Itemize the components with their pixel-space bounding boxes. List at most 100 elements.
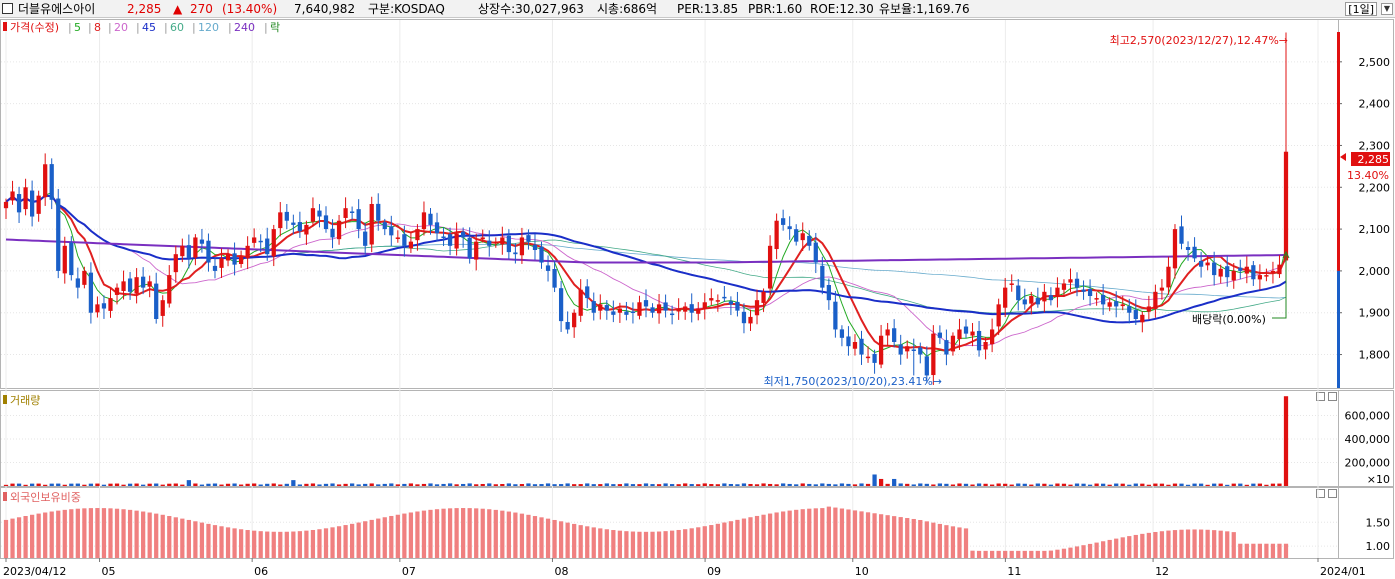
volume-bar bbox=[225, 483, 231, 486]
volume-bar bbox=[389, 483, 394, 486]
candle-body bbox=[43, 164, 48, 198]
foreign-bar bbox=[82, 508, 87, 558]
candle-body bbox=[526, 235, 531, 242]
candle-body bbox=[336, 220, 342, 240]
foreign-bar bbox=[539, 517, 544, 558]
legend-title: 가격(수정) bbox=[10, 21, 59, 34]
volume-bar bbox=[578, 484, 583, 486]
volume-bar bbox=[434, 484, 440, 486]
candle-body bbox=[761, 291, 766, 303]
volume-bar bbox=[983, 483, 988, 486]
candle-body bbox=[781, 218, 786, 225]
foreign-bar bbox=[572, 523, 577, 558]
candle-body bbox=[1140, 314, 1145, 323]
candle-body bbox=[532, 244, 538, 250]
candle-body bbox=[343, 208, 348, 218]
candle-body bbox=[69, 242, 74, 276]
candle-body bbox=[696, 308, 701, 314]
dividend-marker-line bbox=[1272, 254, 1287, 319]
foreign-bar bbox=[245, 530, 250, 558]
volume-bar bbox=[16, 483, 22, 486]
volume-bar bbox=[656, 484, 662, 486]
foreign-bar bbox=[794, 509, 799, 558]
foreign-bar bbox=[258, 531, 263, 558]
volume-bar bbox=[271, 483, 276, 486]
candle-body bbox=[1107, 302, 1112, 307]
date-label: 2023/04/12 bbox=[3, 565, 66, 578]
volume-bar bbox=[728, 484, 734, 486]
volume-bar bbox=[363, 483, 368, 486]
volume-bar bbox=[970, 484, 975, 486]
period-selector[interactable]: [1일] bbox=[1345, 2, 1377, 16]
foreign-bar bbox=[689, 528, 694, 558]
volume-bar bbox=[69, 483, 74, 486]
legend-separator: | bbox=[136, 21, 140, 34]
foreign-bar bbox=[741, 518, 747, 558]
foreign-bar bbox=[154, 513, 159, 558]
volume-bar bbox=[356, 484, 361, 486]
foreign-bar bbox=[127, 509, 133, 558]
volume-bar bbox=[774, 484, 779, 486]
candle-body bbox=[56, 198, 61, 271]
foreign-bar bbox=[859, 511, 864, 558]
volume-bar bbox=[885, 483, 890, 486]
volume-bar bbox=[683, 483, 688, 486]
volume-bar bbox=[1172, 483, 1178, 486]
stock-name[interactable]: 더블유에스아이 bbox=[18, 2, 96, 16]
foreign-bar bbox=[970, 550, 975, 558]
foreign-bar bbox=[278, 531, 283, 558]
foreign-bar bbox=[284, 531, 289, 558]
foreign-bar bbox=[88, 508, 94, 558]
foreign-bar bbox=[1140, 533, 1145, 558]
foreign-bar bbox=[1166, 530, 1171, 558]
volume-bar bbox=[630, 484, 636, 486]
volume-bar bbox=[173, 483, 178, 486]
volume-minimize-icon bbox=[1316, 392, 1325, 401]
candle-body bbox=[186, 245, 191, 259]
foreign-bar bbox=[552, 519, 557, 558]
foreign-bar bbox=[1016, 550, 1021, 558]
chevron-down-icon[interactable]: ▼ bbox=[1381, 3, 1393, 15]
foreign-bar bbox=[95, 508, 100, 558]
candle-body bbox=[918, 347, 923, 355]
price-tick-label: 2,100 bbox=[1359, 223, 1391, 236]
volume-bar bbox=[1107, 484, 1112, 486]
foreign-bar bbox=[1225, 531, 1230, 558]
foreign-bar bbox=[872, 513, 877, 558]
candle-body bbox=[121, 281, 126, 291]
foreign-bar bbox=[134, 510, 139, 558]
candle-body bbox=[1114, 301, 1119, 307]
foreign-bar bbox=[598, 528, 603, 558]
foreign-bar bbox=[990, 550, 995, 558]
foreign-bar bbox=[1172, 530, 1178, 558]
foreign-bar bbox=[1029, 550, 1034, 558]
volume-bar bbox=[1114, 483, 1119, 486]
volume-bar bbox=[1283, 396, 1289, 486]
candle-body bbox=[1081, 289, 1086, 292]
foreign-bar bbox=[532, 516, 538, 558]
foreign-bar bbox=[16, 517, 22, 558]
candle-body bbox=[1264, 275, 1269, 277]
volume-bar bbox=[88, 483, 94, 486]
volume-bar bbox=[787, 483, 792, 486]
volume-bar bbox=[957, 483, 962, 486]
foreign-bar bbox=[983, 550, 988, 558]
volume-bar bbox=[245, 483, 250, 486]
volume-bar bbox=[1238, 483, 1243, 486]
candle-body bbox=[1003, 287, 1008, 308]
volume-bar bbox=[1042, 483, 1047, 486]
foreign-bar bbox=[389, 515, 394, 558]
foreign-bar bbox=[56, 510, 61, 558]
foreign-bar bbox=[696, 527, 701, 558]
checkbox[interactable] bbox=[2, 3, 13, 14]
candle-body bbox=[937, 332, 942, 338]
foreign-bar bbox=[1231, 532, 1236, 558]
foreign-bar bbox=[754, 515, 760, 558]
foreign-bar bbox=[807, 508, 812, 558]
up-range-bar bbox=[1337, 32, 1340, 271]
candle-body bbox=[1042, 291, 1047, 302]
candle-body bbox=[291, 222, 296, 225]
foreign-bar bbox=[173, 517, 178, 558]
foreign-bar bbox=[1009, 550, 1014, 558]
